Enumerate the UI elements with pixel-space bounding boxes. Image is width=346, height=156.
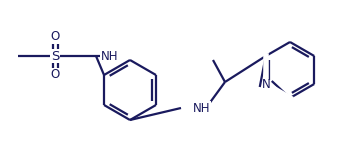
- Text: O: O: [51, 31, 60, 44]
- Text: N: N: [261, 78, 270, 90]
- Text: S: S: [51, 49, 59, 63]
- Text: NH: NH: [193, 102, 210, 115]
- Text: O: O: [51, 68, 60, 81]
- Text: NH: NH: [101, 49, 118, 63]
